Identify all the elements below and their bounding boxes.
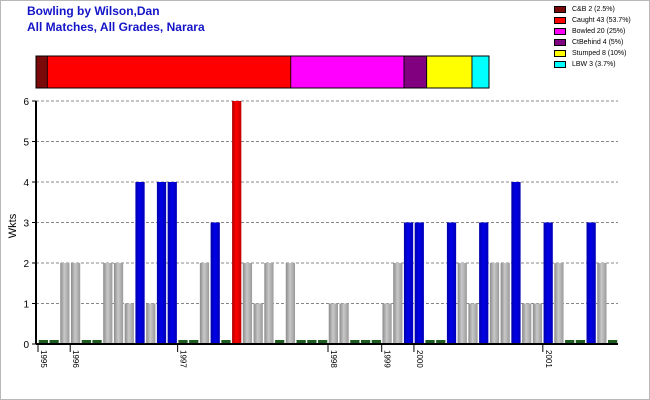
x-tick-label: 1998: [329, 350, 338, 368]
zero-bar: [49, 340, 59, 344]
legend-swatch: [554, 61, 566, 68]
zero-bar: [38, 340, 48, 344]
wicket-bar: [339, 303, 349, 344]
wicket-bar: [586, 222, 596, 344]
wicket-bar: [414, 222, 424, 344]
legend-item: C&B 2 (2.5%): [554, 4, 631, 15]
wicket-bar: [70, 263, 81, 344]
wicket-bar: [328, 303, 338, 344]
y-tick-label: 0: [23, 340, 29, 351]
zero-bar: [92, 340, 102, 344]
wicket-bar: [532, 303, 543, 344]
x-tick-label: 1996: [71, 350, 80, 368]
legend-swatch: [554, 50, 566, 57]
wicket-bar: [403, 222, 414, 344]
y-tick-label: 5: [23, 138, 29, 149]
x-tick-label: 1997: [179, 350, 188, 368]
zero-bar: [178, 340, 188, 344]
dismissal-segment: [471, 55, 490, 89]
wicket-bar: [500, 263, 510, 344]
wicket-bar: [457, 263, 467, 344]
wicket-bar: [210, 222, 220, 344]
legend-label: C&B 2 (2.5%): [572, 6, 615, 13]
legend-swatch: [554, 6, 566, 13]
legend-label: LBW 3 (3.7%): [572, 61, 616, 68]
legend-label: Caught 43 (53.7%): [572, 17, 631, 24]
y-tick-label: 2: [23, 259, 29, 270]
wicket-bar: [468, 303, 478, 344]
wicket-bar: [103, 263, 113, 344]
zero-bar: [318, 340, 328, 344]
wicket-bar: [597, 263, 607, 344]
legend-label: Stumped 8 (10%): [572, 50, 627, 57]
wicket-bar: [264, 263, 274, 344]
y-axis-label: Wkts: [7, 213, 19, 238]
wicket-bar: [543, 222, 553, 344]
y-tick-label: 3: [23, 219, 29, 230]
wicket-bar: [232, 101, 242, 344]
wicket-bar: [113, 263, 124, 344]
dismissal-segment: [35, 55, 48, 89]
y-tick-label: 6: [23, 97, 29, 108]
zero-bar: [275, 340, 285, 344]
legend-item: Stumped 8 (10%): [554, 48, 631, 59]
wicket-bar: [554, 263, 564, 344]
legend: C&B 2 (2.5%) Caught 43 (53.7%) Bowled 20 (…: [554, 4, 631, 70]
wicket-bar: [393, 263, 403, 344]
legend-item: CtBehind 4 (5%): [554, 37, 631, 48]
legend-item: Caught 43 (53.7%): [554, 15, 631, 26]
y-tick-label: 4: [23, 178, 29, 189]
dismissal-bar-outline: [35, 55, 490, 89]
zero-bar: [360, 340, 371, 344]
zero-bar: [608, 340, 618, 344]
zero-bar: [565, 340, 575, 344]
zero-bar: [189, 340, 199, 344]
wicket-bar: [242, 263, 253, 344]
wicket-bar: [135, 182, 145, 344]
zero-bar: [575, 340, 586, 344]
wicket-bar: [522, 303, 532, 344]
dismissal-segment: [426, 55, 473, 89]
wicket-bar: [146, 303, 156, 344]
wicket-bar: [167, 182, 177, 344]
dismissal-segment: [46, 55, 292, 89]
y-tick-label: 1: [23, 300, 29, 311]
wicket-bar: [60, 263, 70, 344]
legend-item: Bowled 20 (25%): [554, 26, 631, 37]
legend-swatch: [554, 28, 566, 35]
legend-label: CtBehind 4 (5%): [572, 39, 624, 46]
zero-bar: [81, 340, 91, 344]
chart-title: Bowling by Wilson,Dan: [27, 4, 160, 18]
zero-bar: [436, 340, 446, 344]
zero-bar: [425, 340, 435, 344]
legend-swatch: [554, 39, 566, 46]
wicket-bar: [446, 222, 457, 344]
zero-bar: [307, 340, 317, 344]
chart-subtitle: All Matches, All Grades, Narara: [27, 20, 205, 34]
wicket-bar: [199, 263, 210, 344]
dismissal-segment: [403, 55, 428, 89]
x-tick-label: 1995: [39, 350, 48, 368]
legend-item: LBW 3 (3.7%): [554, 59, 631, 70]
wicket-bar: [479, 222, 489, 344]
zero-bar: [296, 340, 306, 344]
wicket-bar: [253, 303, 263, 344]
legend-label: Bowled 20 (25%): [572, 28, 626, 35]
wicket-bar: [511, 182, 521, 344]
wicket-bar: [489, 263, 500, 344]
zero-bar: [221, 340, 231, 344]
wicket-bar: [382, 303, 392, 344]
legend-swatch: [554, 17, 566, 24]
wicket-bar: [156, 182, 167, 344]
zero-bar: [350, 340, 360, 344]
dismissal-segment: [290, 55, 405, 89]
zero-bar: [371, 340, 381, 344]
wicket-bar: [124, 303, 134, 344]
x-tick-label: 2001: [544, 350, 553, 368]
wicket-bar: [285, 263, 296, 344]
x-tick-label: 1999: [383, 350, 392, 368]
x-tick-label: 2000: [415, 350, 424, 368]
